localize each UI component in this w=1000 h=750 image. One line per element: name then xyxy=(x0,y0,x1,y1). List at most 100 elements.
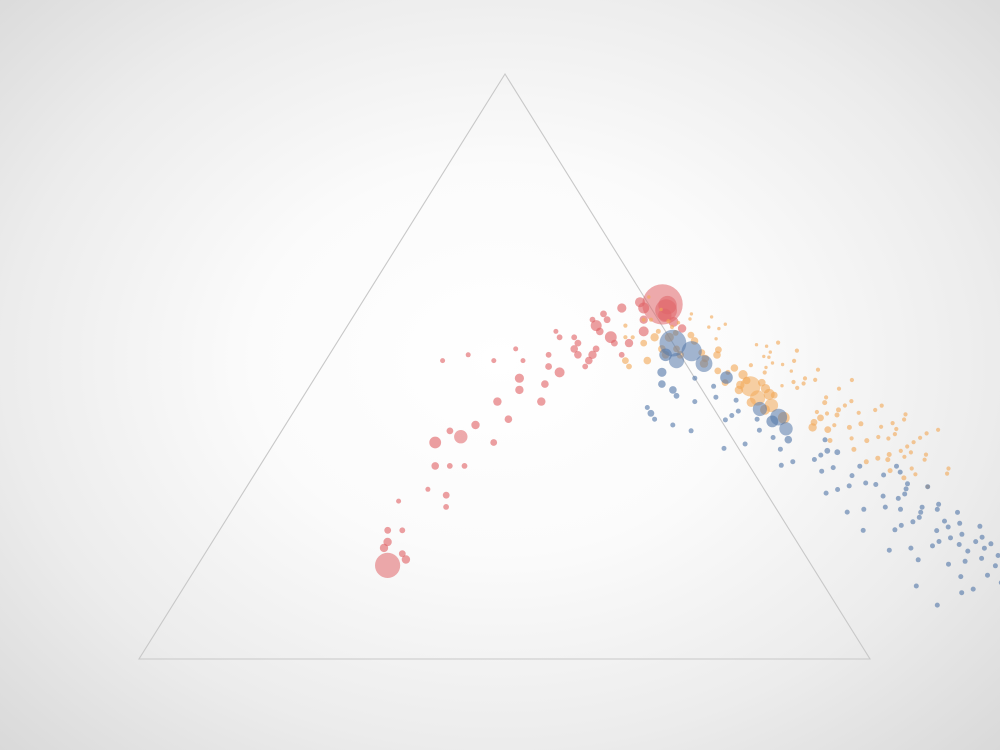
scatter-point-orange-13 xyxy=(764,344,769,348)
scatter-point-red-9 xyxy=(443,504,449,510)
scatter-point-orange-33 xyxy=(650,333,659,342)
scatter-point-orange-127 xyxy=(936,427,941,432)
scatter-point-blue-107 xyxy=(688,428,694,434)
scatter-point-orange-111 xyxy=(905,444,910,449)
scatter-point-blue-54 xyxy=(956,542,962,547)
scatter-point-blue-38 xyxy=(945,524,951,530)
scatter-point-orange-8 xyxy=(707,325,711,329)
scatter-point-blue-67 xyxy=(882,504,888,510)
scatter-point-red-40 xyxy=(570,345,578,353)
scatter-point-red-50 xyxy=(658,308,672,322)
scatter-point-red-23 xyxy=(537,397,546,406)
scatter-point-red-4 xyxy=(401,555,411,564)
scatter-point-blue-62 xyxy=(962,558,968,564)
scatter-point-blue-3 xyxy=(668,353,685,369)
scatter-point-orange-59 xyxy=(746,397,756,407)
scatter-point-orange-11 xyxy=(768,350,772,354)
scatter-point-red-5 xyxy=(398,550,406,558)
scatter-point-blue-99 xyxy=(721,445,727,451)
scatter-point-red-38 xyxy=(600,310,607,318)
scatter-point-orange-100 xyxy=(856,410,861,415)
scatter-point-blue-112 xyxy=(835,487,841,492)
scatter-point-blue-71 xyxy=(958,574,964,580)
scatter-point-red-31 xyxy=(545,351,552,358)
scatter-point-blue-122 xyxy=(925,484,931,490)
scatter-point-orange-9 xyxy=(780,362,785,367)
scatter-point-red-12 xyxy=(431,462,440,470)
scatter-point-blue-61 xyxy=(936,539,942,544)
scatter-point-red-49 xyxy=(642,284,683,325)
scatter-point-red-17 xyxy=(446,427,454,435)
scatter-point-orange-19 xyxy=(647,295,651,299)
scatter-point-red-33 xyxy=(571,334,578,341)
scatter-point-red-45 xyxy=(624,338,634,348)
scatter-point-orange-119 xyxy=(903,412,908,417)
scatter-point-red-58 xyxy=(465,352,471,358)
scatter-point-blue-30 xyxy=(846,483,852,489)
scatter-point-orange-23 xyxy=(623,323,628,328)
scatter-point-blue-24 xyxy=(857,463,863,469)
scatter-point-orange-103 xyxy=(849,399,854,404)
scatter-point-red-27 xyxy=(545,363,552,370)
scatter-point-red-11 xyxy=(425,486,431,492)
scatter-point-orange-20 xyxy=(714,337,718,341)
scatter-point-orange-101 xyxy=(879,424,884,429)
scatter-points xyxy=(375,284,1000,608)
scatter-point-blue-105 xyxy=(692,399,698,405)
scatter-point-orange-116 xyxy=(879,403,884,408)
scatter-point-orange-82 xyxy=(836,407,841,413)
scatter-point-orange-65 xyxy=(715,346,722,354)
scatter-point-blue-111 xyxy=(770,435,776,440)
scatter-point-orange-1 xyxy=(748,363,754,368)
scatter-point-blue-9 xyxy=(766,415,779,428)
scatter-point-blue-57 xyxy=(992,563,998,569)
scatter-point-red-61 xyxy=(603,316,611,324)
scatter-point-orange-73 xyxy=(863,459,869,465)
scatter-point-red-2 xyxy=(383,537,392,547)
scatter-point-blue-14 xyxy=(692,375,698,381)
scatter-point-orange-3 xyxy=(764,365,768,370)
scatter-point-blue-118 xyxy=(936,501,942,507)
scatter-point-orange-15 xyxy=(709,315,714,319)
scatter-point-blue-93 xyxy=(886,547,892,553)
scatter-point-blue-45 xyxy=(881,472,887,478)
scatter-point-blue-23 xyxy=(822,437,828,443)
scatter-point-blue-19 xyxy=(735,408,741,414)
scatter-point-orange-21 xyxy=(659,307,663,312)
scatter-point-red-39 xyxy=(556,334,563,341)
scatter-point-blue-34 xyxy=(895,495,901,501)
scatter-point-red-41 xyxy=(520,358,526,364)
scatter-point-orange-75 xyxy=(875,455,881,461)
scatter-point-orange-79 xyxy=(864,438,870,444)
scatter-point-orange-22 xyxy=(676,321,681,325)
scatter-point-orange-47 xyxy=(738,370,748,380)
scatter-point-orange-120 xyxy=(776,340,781,345)
scatter-point-blue-16 xyxy=(644,405,650,410)
scatter-point-red-13 xyxy=(446,463,453,469)
scatter-point-orange-63 xyxy=(817,414,824,422)
scatter-point-blue-56 xyxy=(979,555,985,561)
scatter-point-orange-6 xyxy=(770,361,775,365)
scatter-point-orange-77 xyxy=(885,457,891,463)
scatter-point-blue-51 xyxy=(916,514,922,520)
scatter-point-blue-46 xyxy=(903,486,909,492)
scatter-point-orange-114 xyxy=(945,471,950,476)
scatter-point-orange-88 xyxy=(909,466,914,471)
scatter-point-orange-14 xyxy=(723,322,727,326)
scatter-point-blue-106 xyxy=(670,422,676,428)
scatter-point-red-0 xyxy=(375,552,401,579)
scatter-point-orange-25 xyxy=(648,317,654,322)
scatter-point-blue-22 xyxy=(834,449,841,456)
scatter-point-orange-96 xyxy=(801,381,806,386)
scatter-point-blue-70 xyxy=(946,561,951,567)
scatter-point-blue-115 xyxy=(908,545,914,551)
scatter-point-blue-21 xyxy=(824,447,831,454)
scatter-point-blue-102 xyxy=(756,427,762,433)
scatter-point-orange-46 xyxy=(730,364,739,372)
scatter-point-blue-110 xyxy=(711,383,717,389)
scatter-point-orange-78 xyxy=(886,452,892,457)
scatter-point-orange-113 xyxy=(946,466,951,471)
scatter-point-blue-47 xyxy=(934,506,940,512)
scatter-point-blue-4 xyxy=(659,348,672,362)
